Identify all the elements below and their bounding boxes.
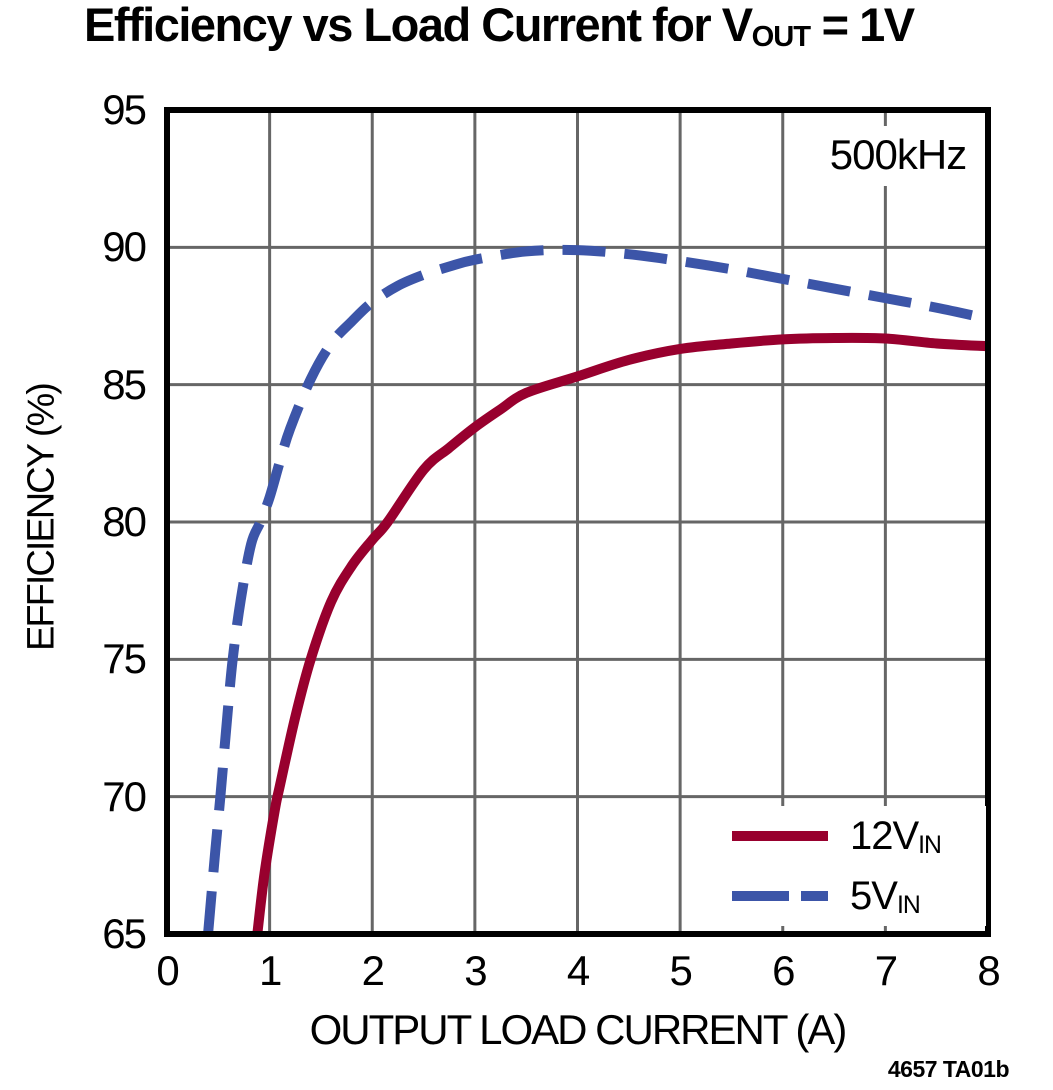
y-axis-title: EFFICIENCY (%) (20, 384, 63, 651)
legend-item-12vin: 12VIN (712, 810, 986, 862)
y-tick-label-80: 80 (102, 498, 147, 545)
footnote: 4657 TA01b (887, 1056, 1010, 1082)
legend-swatch-12vin-line (732, 831, 828, 841)
x-tick-label-0: 0 (156, 947, 179, 994)
plot-frame (164, 107, 991, 937)
series-curve-12vin (252, 332, 985, 931)
legend-item-5vin: 5VIN (712, 870, 986, 922)
x-tick-label-7: 7 (874, 947, 898, 994)
legend-swatch-5vin-line (732, 891, 828, 901)
legend-label-12vin: 12VIN (850, 813, 942, 859)
x-tick-label-3: 3 (464, 947, 487, 994)
y-tick-label-85: 85 (102, 360, 147, 408)
y-tick-label-70: 70 (102, 772, 147, 820)
legend-label-5vin: 5VIN (850, 873, 921, 919)
x-tick-label-4: 4 (566, 947, 590, 994)
title-subscript: OUT (751, 20, 811, 53)
x-tick-label-2: 2 (361, 947, 385, 994)
x-tick-label-8: 8 (977, 947, 1000, 994)
x-axis-title: OUTPUT LOAD CURRENT (A) (309, 1006, 848, 1053)
title-prefix: Efficiency vs Load Current for V (84, 0, 753, 51)
annotation-500khz: 500kHz (818, 126, 978, 186)
y-tick-label-95: 95 (102, 86, 147, 133)
x-tick-label-5: 5 (669, 947, 692, 994)
title-suffix: = 1V (810, 0, 916, 51)
y-tick-label-65: 65 (102, 910, 147, 957)
y-tick-label-75: 75 (102, 635, 147, 683)
legend: 12VIN 5VIN (712, 806, 986, 926)
x-tick-label-1: 1 (258, 947, 282, 994)
page-title: Efficiency vs Load Current for VOUT = 1V (84, 0, 916, 61)
y-tick-label-90: 90 (102, 223, 147, 271)
x-tick-label-6: 6 (772, 947, 795, 994)
